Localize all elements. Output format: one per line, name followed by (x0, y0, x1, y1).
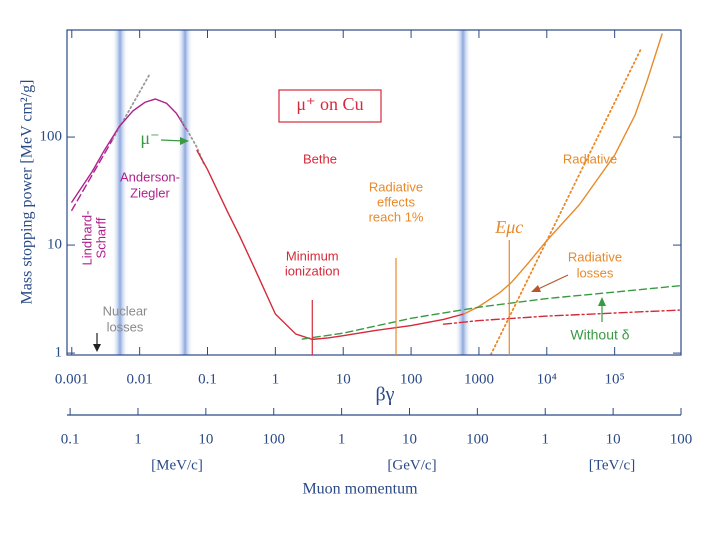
x-tick-label: 100 (400, 371, 423, 387)
unit-label: [TeV/c] (589, 457, 635, 473)
curve (71, 98, 188, 203)
curve (463, 33, 663, 315)
momentum-tick-label: 10 (402, 431, 417, 447)
unit-label: [MeV/c] (151, 457, 203, 473)
momentum-tick-label: 100 (262, 431, 285, 447)
annotation: Without δ (570, 327, 629, 343)
momentum-tick-label: 10 (606, 431, 621, 447)
title-box (278, 89, 382, 123)
annotation: Nuclear (103, 303, 148, 318)
band (455, 30, 471, 355)
curve (489, 49, 642, 355)
annotation: Ziegler (130, 185, 170, 200)
annotation: Lindhard- (79, 211, 94, 266)
y-tick-label: 100 (40, 129, 63, 145)
arrow-head (531, 285, 541, 292)
marker-label: Eμc (494, 217, 523, 237)
annotation: Scharff (93, 217, 108, 258)
momentum-tick-label: 1 (338, 431, 346, 447)
y-tick-label: 1 (55, 345, 63, 361)
foreground: μ⁺ on Cu βγ Mass stopping power [MeV cm²… (19, 29, 693, 498)
x-tick-label: 0.1 (198, 371, 217, 387)
arrow-head (180, 137, 189, 145)
annotation: losses (107, 319, 144, 334)
x-tick-label: 10 (336, 371, 351, 387)
momentum-tick-label: 100 (670, 431, 693, 447)
marker-label: ionization (285, 263, 340, 278)
x-tick-label: 10⁴ (537, 371, 557, 387)
annotation: Radiative (568, 249, 622, 264)
unit-label: [GeV/c] (387, 457, 436, 473)
chart-title: μ⁺ on Cu (296, 94, 363, 114)
annotation: Anderson- (120, 169, 180, 184)
arrow-head (93, 344, 101, 352)
momentum-tick-label: 100 (466, 431, 489, 447)
momentum-tick-label: 1 (541, 431, 549, 447)
y-axis-label: Mass stopping power [MeV cm²/g] (19, 80, 36, 305)
arrows (93, 137, 606, 352)
curve (196, 149, 465, 341)
plot-frame (66, 29, 682, 356)
x-tick-label: 0.001 (55, 371, 89, 387)
annotation: μ⁻ (140, 128, 159, 148)
annotation: Radiative (563, 151, 617, 166)
momentum-tick-label: 1 (134, 431, 142, 447)
curves (71, 33, 681, 355)
curve (71, 138, 114, 211)
arrow-head (598, 297, 606, 306)
curve (442, 309, 681, 325)
curve (111, 73, 151, 141)
momentum-axis-label: Muon momentum (302, 481, 418, 498)
y-tick-label: 10 (47, 237, 62, 253)
annotation: Bethe (303, 151, 337, 166)
curve (301, 285, 681, 340)
marker-label: Minimum (286, 248, 339, 263)
arrow (535, 274, 569, 291)
x-tick-label: 1000 (464, 371, 494, 387)
x-tick-label: 0.01 (127, 371, 153, 387)
bands (112, 30, 471, 355)
band (112, 30, 128, 355)
x-axis-label: βγ (375, 384, 394, 406)
band (177, 30, 193, 355)
marker-label: reach 1% (369, 209, 424, 224)
momentum-tick-label: 0.1 (61, 431, 80, 447)
annotation: losses (577, 265, 614, 280)
marker-label: effects (377, 194, 416, 209)
x-tick-label: 1 (272, 371, 280, 387)
momentum-tick-label: 10 (198, 431, 213, 447)
x-tick-label: 10⁵ (605, 371, 625, 387)
marker-label: Radiative (369, 179, 423, 194)
